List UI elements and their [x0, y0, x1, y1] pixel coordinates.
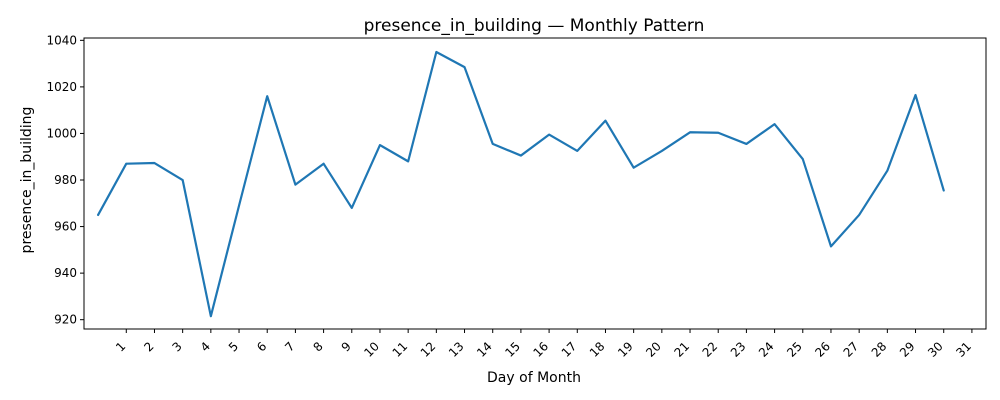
x-tick-label: 2: [141, 339, 156, 354]
y-tick-label: 1020: [46, 80, 77, 94]
x-tick-label: 7: [282, 339, 297, 354]
x-tick-label: 18: [587, 339, 608, 360]
y-tick-label: 1040: [46, 33, 77, 47]
y-tick-label: 940: [54, 266, 77, 280]
x-tick-label: 21: [671, 339, 692, 360]
x-axis: 1 2 3 4 5 6 7 8 9 10 11 12 13 14 15 16 17 18 19 20 21 22 23 24 2…: [113, 329, 974, 360]
plot-area: [83, 37, 987, 330]
x-tick-label: 15: [502, 339, 523, 360]
x-tick-label: 25: [784, 339, 805, 360]
x-tick-label: 31: [953, 339, 974, 360]
x-tick-label: 14: [474, 339, 495, 360]
y-axis: 920 940 960 980 1000 1020 1040: [46, 33, 84, 327]
x-tick-label: 8: [310, 339, 325, 354]
x-tick-label: 9: [339, 339, 354, 354]
x-tick-label: 24: [756, 339, 777, 360]
x-tick-label: 27: [841, 339, 862, 360]
x-tick-label: 10: [361, 339, 382, 360]
y-tick-label: 980: [54, 173, 77, 187]
x-tick-label: 12: [418, 339, 439, 360]
x-tick-label: 30: [925, 339, 946, 360]
x-tick-label: 3: [169, 339, 184, 354]
x-tick-label: 28: [869, 339, 890, 360]
x-tick-label: 26: [812, 339, 833, 360]
y-axis-title: presence_in_building: [19, 107, 35, 254]
y-tick-label: 960: [54, 220, 77, 234]
x-tick-label: 16: [531, 339, 552, 360]
x-tick-label: 4: [198, 339, 213, 354]
x-tick-label: 5: [226, 339, 241, 354]
x-tick-label: 29: [897, 339, 918, 360]
x-tick-label: 6: [254, 339, 269, 354]
chart-title: presence_in_building — Monthly Pattern: [364, 16, 705, 36]
x-tick-label: 13: [446, 339, 467, 360]
x-tick-label: 19: [615, 339, 636, 360]
plot-frame: [83, 37, 987, 330]
x-tick-label: 17: [559, 339, 580, 360]
x-axis-title: Day of Month: [487, 370, 581, 386]
x-tick-label: 20: [643, 339, 664, 360]
y-tick-label: 1000: [46, 126, 77, 140]
series-line-0: [96, 50, 945, 318]
x-tick-label: 11: [390, 339, 411, 360]
x-tick-label: 22: [700, 339, 721, 360]
x-tick-label: 23: [728, 339, 749, 360]
x-tick-label: 1: [113, 339, 128, 354]
y-tick-label: 920: [54, 313, 77, 327]
